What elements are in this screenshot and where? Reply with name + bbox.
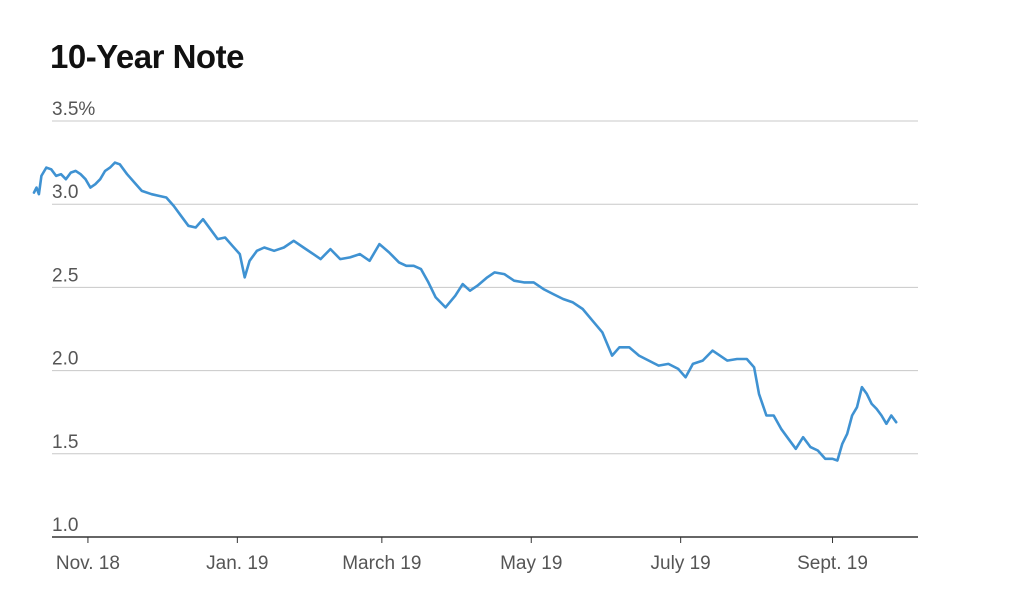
y-tick-label: 3.5% bbox=[52, 99, 95, 120]
x-axis-labels: Nov. 18 Jan. 19 March 19 May 19 July 19 Sept.… bbox=[56, 537, 868, 574]
x-tick-label: July 19 bbox=[651, 553, 711, 574]
y-tick-label: 3.0 bbox=[52, 182, 78, 203]
x-tick-label: Nov. 18 bbox=[56, 553, 120, 574]
series-line bbox=[32, 161, 898, 462]
y-tick-label: 1.0 bbox=[52, 515, 78, 536]
x-tick-label: Jan. 19 bbox=[206, 553, 268, 574]
y-tick-label: 2.0 bbox=[52, 349, 78, 370]
y-tick-label: 2.5 bbox=[52, 265, 78, 286]
chart-title: 10-Year Note bbox=[50, 38, 244, 75]
x-tick-label: May 19 bbox=[500, 553, 562, 574]
series-layer bbox=[32, 161, 898, 462]
grid-layer bbox=[52, 120, 918, 455]
x-tick-label: March 19 bbox=[342, 553, 421, 574]
y-axis-labels: 3.5% 3.0 2.5 2.0 1.5 1.0 bbox=[52, 99, 95, 536]
x-tick-label: Sept. 19 bbox=[797, 553, 868, 574]
y-tick-label: 1.5 bbox=[52, 432, 78, 453]
